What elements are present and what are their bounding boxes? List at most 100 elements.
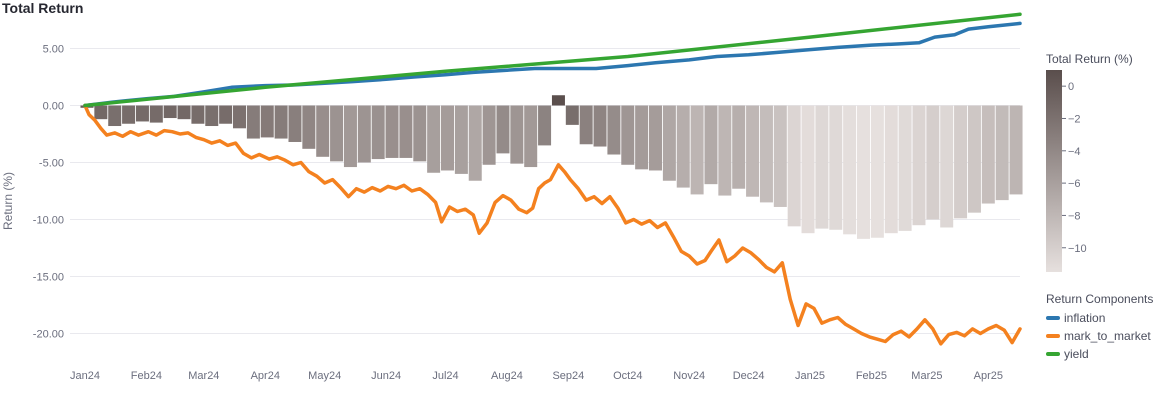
x-tick-label: Mar25	[911, 370, 942, 382]
total-return-bar	[718, 105, 732, 196]
total-return-bar	[371, 105, 385, 160]
colorbar-tick-label: −6	[1068, 178, 1081, 190]
total-return-bar	[149, 105, 163, 123]
x-tick-label: Aug24	[491, 370, 523, 382]
colorbar-tick-label: −4	[1068, 146, 1081, 158]
total-return-bar	[482, 105, 496, 165]
total-return-bar	[357, 105, 371, 163]
axis-layer: 5.00 0.00 -5.00 -10.00 -15.00 -20.00 Return (%…	[1, 44, 1003, 383]
total-return-bar	[219, 105, 233, 124]
x-tick-label: Apr25	[974, 370, 1003, 382]
total-return-bar	[746, 105, 760, 197]
colorbar-gradient	[1046, 70, 1062, 272]
total-return-bar	[579, 105, 593, 145]
x-tick-label: Sep24	[552, 370, 584, 382]
total-return-bar	[884, 105, 898, 234]
total-return-bar	[1009, 105, 1023, 195]
x-tick-label: Nov24	[673, 370, 705, 382]
total-return-bar	[829, 105, 843, 230]
total-return-bar	[316, 105, 330, 157]
total-return-bar	[773, 105, 787, 207]
total-return-bar	[815, 105, 829, 229]
total-return-bar	[593, 105, 607, 147]
total-return-bar	[649, 105, 663, 171]
total-return-bar	[995, 105, 1009, 201]
x-tick-label: Mar24	[188, 370, 219, 382]
total-return-bar	[607, 105, 621, 155]
total-return-bar	[122, 105, 136, 124]
y-tick-label: -5.00	[39, 158, 64, 170]
total-return-bar	[954, 105, 968, 219]
total-return-bar	[274, 105, 288, 139]
total-return-bar	[843, 105, 857, 235]
total-return-bar	[177, 105, 191, 120]
total-return-bar	[413, 105, 427, 162]
x-tick-label: May24	[308, 370, 341, 382]
total-return-bar	[635, 105, 649, 170]
total-return-bar	[690, 105, 704, 195]
y-tick-label: 0.00	[43, 101, 64, 113]
x-tick-label: Jul24	[432, 370, 458, 382]
x-tick-label: Jan24	[70, 370, 100, 382]
colorbar-title: Total Return (%)	[1046, 52, 1133, 66]
colorbar-tick-label: −2	[1068, 113, 1081, 125]
chart-title: Total Return	[2, 0, 84, 16]
series-line-yield	[83, 12, 1022, 108]
total-return-bar	[135, 105, 149, 122]
total-return-bar	[441, 105, 455, 171]
total-return-bar	[343, 105, 357, 168]
x-tick-label: Jun24	[371, 370, 401, 382]
total-return-bar	[468, 105, 482, 181]
total-return-bar	[551, 95, 565, 106]
total-return-bar	[981, 105, 995, 204]
x-tick-label: Feb25	[856, 370, 887, 382]
legend-title: Return Components	[1046, 292, 1153, 306]
total-return-bar	[288, 105, 302, 142]
legend-label-inflation: inflation	[1064, 311, 1105, 325]
total-return-bar	[524, 105, 538, 168]
total-return-bar	[427, 105, 441, 173]
total-return-bar	[870, 105, 884, 238]
legend-label-mark-to-market: mark_to_market	[1064, 329, 1151, 343]
legend-label-yield: yield	[1064, 347, 1089, 361]
total-return-bar	[621, 105, 635, 165]
y-tick-label: -20.00	[33, 329, 64, 341]
total-return-bar	[565, 105, 579, 125]
colorbar-tick-label: −8	[1068, 210, 1081, 222]
colorbar-tick-label: −10	[1068, 243, 1087, 255]
total-return-bar	[399, 105, 413, 158]
total-return-bar	[857, 105, 871, 239]
x-tick-label: Apr24	[251, 370, 280, 382]
legend-layer: Total Return (%) 0 −2 −4 −6 −8 −10 Return Compo…	[1046, 52, 1153, 361]
total-return-bar	[676, 105, 690, 188]
colorbar-tick-label: 0	[1068, 81, 1074, 93]
total-return-bar	[191, 105, 205, 124]
total-return-bar	[732, 105, 746, 189]
total-return-bar	[260, 105, 274, 138]
total-return-bar	[662, 105, 676, 181]
total-return-bar	[898, 105, 912, 231]
total-return-bar	[510, 105, 524, 164]
total-return-bar	[538, 105, 552, 146]
total-return-bar	[496, 105, 510, 154]
total-return-bar	[385, 105, 399, 158]
total-return-bar	[912, 105, 926, 226]
total-return-bar	[108, 105, 122, 127]
y-tick-label: -10.00	[33, 215, 64, 227]
total-return-bar	[246, 105, 260, 139]
total-return-bar	[302, 105, 316, 149]
y-tick-label: 5.00	[43, 44, 64, 56]
line-layer	[83, 12, 1022, 346]
x-tick-label: Jan25	[795, 370, 825, 382]
total-return-bar	[967, 105, 981, 213]
total-return-bar	[205, 105, 219, 127]
series-line-inflation	[83, 21, 1022, 108]
total-return-bar	[759, 105, 773, 203]
x-tick-label: Oct24	[613, 370, 642, 382]
total-return-bar	[787, 105, 801, 227]
series-line-mark-to-market	[83, 103, 1022, 346]
y-tick-label: -15.00	[33, 272, 64, 284]
total-return-bar	[163, 105, 177, 119]
